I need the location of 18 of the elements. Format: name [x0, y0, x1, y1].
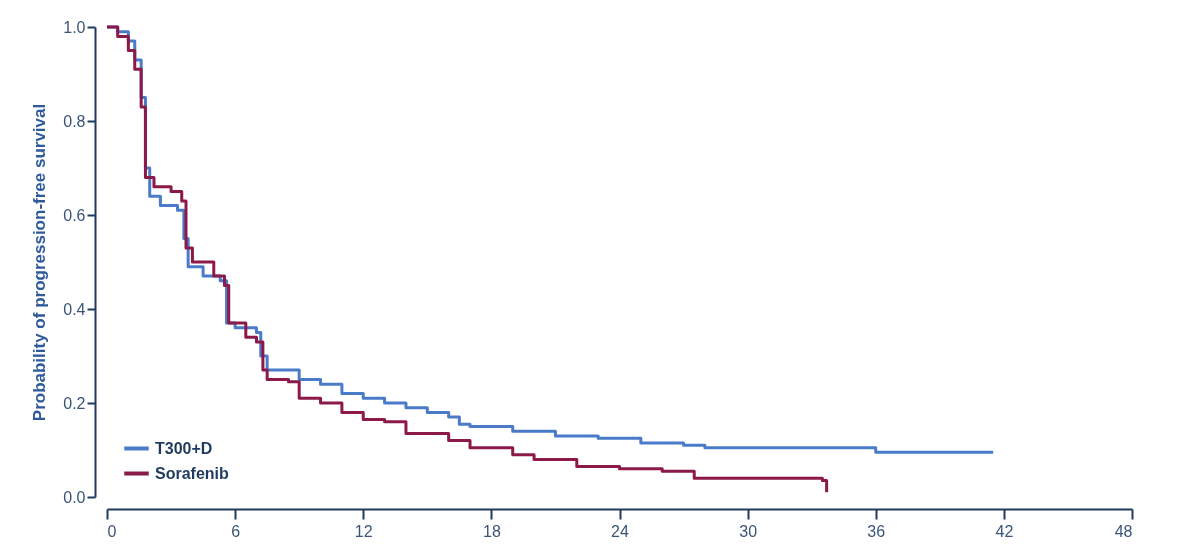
y-tick-label: 0.4 [63, 300, 86, 318]
x-tick-label: 18 [482, 522, 501, 540]
x-tick-label: 6 [231, 522, 241, 540]
y-tick-label: 0.6 [63, 206, 86, 224]
x-tick-label: 12 [354, 522, 373, 540]
legend-label: Sorafenib [155, 464, 230, 482]
x-tick-label: 0 [107, 522, 117, 540]
y-tick-label: 0.0 [63, 488, 86, 506]
x-tick-label: 24 [611, 522, 629, 540]
y-tick-label: 1.0 [63, 18, 86, 36]
y-axis-title: Probability of progression-free survival [30, 103, 50, 422]
y-tick-label: 0.2 [63, 394, 86, 412]
x-tick-label: 36 [867, 522, 886, 540]
legend-label: T300+D [155, 439, 213, 457]
y-tick-label: 0.8 [63, 112, 86, 130]
x-tick-label: 30 [739, 522, 758, 540]
x-tick-label: 42 [995, 522, 1014, 540]
x-tick-label: 48 [1114, 522, 1133, 540]
